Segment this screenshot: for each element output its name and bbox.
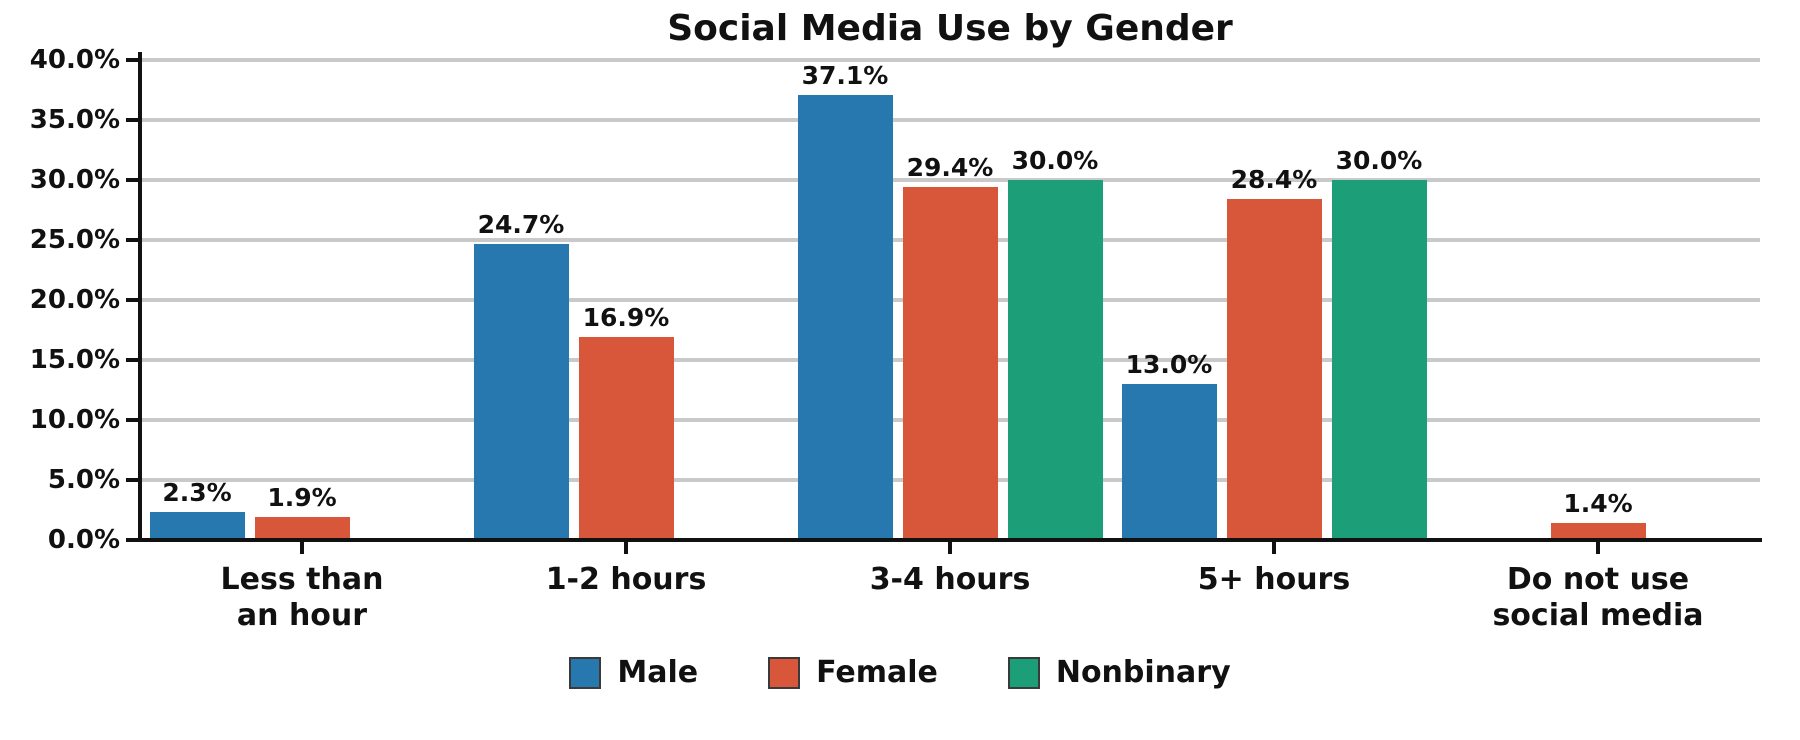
- bar: [902, 187, 998, 540]
- bar-value-label: 13.0%: [1125, 350, 1213, 379]
- legend-swatch: [768, 656, 801, 689]
- y-tick-label: 30.0%: [29, 165, 120, 195]
- bar: [1226, 199, 1322, 540]
- x-tick-mark: [948, 542, 952, 554]
- bar: [1331, 180, 1427, 540]
- y-tick-mark: [126, 58, 140, 62]
- x-axis-line: [138, 538, 1762, 542]
- y-tick-mark: [126, 178, 140, 182]
- bar: [1007, 180, 1103, 540]
- y-tick-mark: [126, 118, 140, 122]
- y-tick-mark: [126, 478, 140, 482]
- legend-label: Male: [617, 655, 699, 690]
- x-tick-mark: [1596, 542, 1600, 554]
- legend-item: Male: [569, 655, 698, 690]
- y-tick-mark: [126, 418, 140, 422]
- x-tick-label: 1-2 hours: [545, 562, 707, 597]
- y-tick-label: 20.0%: [29, 285, 120, 315]
- y-tick-label: 5.0%: [47, 465, 120, 495]
- y-tick-label: 25.0%: [29, 225, 120, 255]
- y-tick-label: 0.0%: [47, 525, 120, 555]
- y-tick-label: 40.0%: [29, 45, 120, 75]
- bar: [254, 517, 350, 540]
- chart-legend: Male Female Nonbinary: [0, 655, 1800, 690]
- bar-value-label: 30.0%: [1011, 146, 1099, 175]
- bar-value-label: 29.4%: [906, 153, 994, 183]
- x-tick-label: Do not use social media: [1492, 562, 1704, 633]
- y-tick-label: 15.0%: [29, 345, 120, 375]
- bar-value-label: 30.0%: [1335, 146, 1423, 175]
- gridline: [140, 58, 1760, 62]
- legend-item: Nonbinary: [1007, 655, 1231, 690]
- bar: [473, 243, 569, 540]
- x-tick-mark: [300, 542, 304, 554]
- y-axis-line: [138, 52, 142, 542]
- bar-value-label: 16.9%: [582, 303, 670, 333]
- x-tick-label: 3-4 hours: [869, 562, 1031, 597]
- x-tick-label: Less than an hour: [220, 562, 384, 633]
- bar-value-label: 2.3%: [162, 478, 232, 508]
- x-tick-label: 5+ hours: [1197, 562, 1351, 597]
- bar: [1121, 384, 1217, 540]
- y-tick-mark: [126, 358, 140, 362]
- legend-label: Female: [816, 655, 938, 690]
- bar-value-label: 1.9%: [267, 483, 337, 513]
- y-tick-label: 35.0%: [29, 105, 120, 135]
- y-tick-mark: [126, 298, 140, 302]
- bar-value-label: 24.7%: [477, 209, 565, 239]
- y-tick-label: 10.0%: [29, 405, 120, 435]
- legend-label: Nonbinary: [1055, 655, 1231, 690]
- bar: [149, 512, 245, 540]
- gridline: [140, 178, 1760, 182]
- bar-value-label: 37.1%: [801, 60, 889, 90]
- x-tick-mark: [1272, 542, 1276, 554]
- x-tick-mark: [624, 542, 628, 554]
- bar: [1550, 523, 1646, 540]
- legend-item: Female: [768, 655, 938, 690]
- bar-value-label: 28.4%: [1230, 165, 1318, 195]
- bar: [578, 337, 674, 540]
- bar: [797, 94, 893, 540]
- chart-title: Social Media Use by Gender: [667, 8, 1233, 49]
- legend-swatch: [569, 656, 602, 689]
- y-tick-mark: [126, 538, 140, 542]
- bar-value-label: 1.4%: [1563, 489, 1633, 519]
- legend-swatch: [1007, 656, 1040, 689]
- y-tick-mark: [126, 238, 140, 242]
- gridline: [140, 118, 1760, 122]
